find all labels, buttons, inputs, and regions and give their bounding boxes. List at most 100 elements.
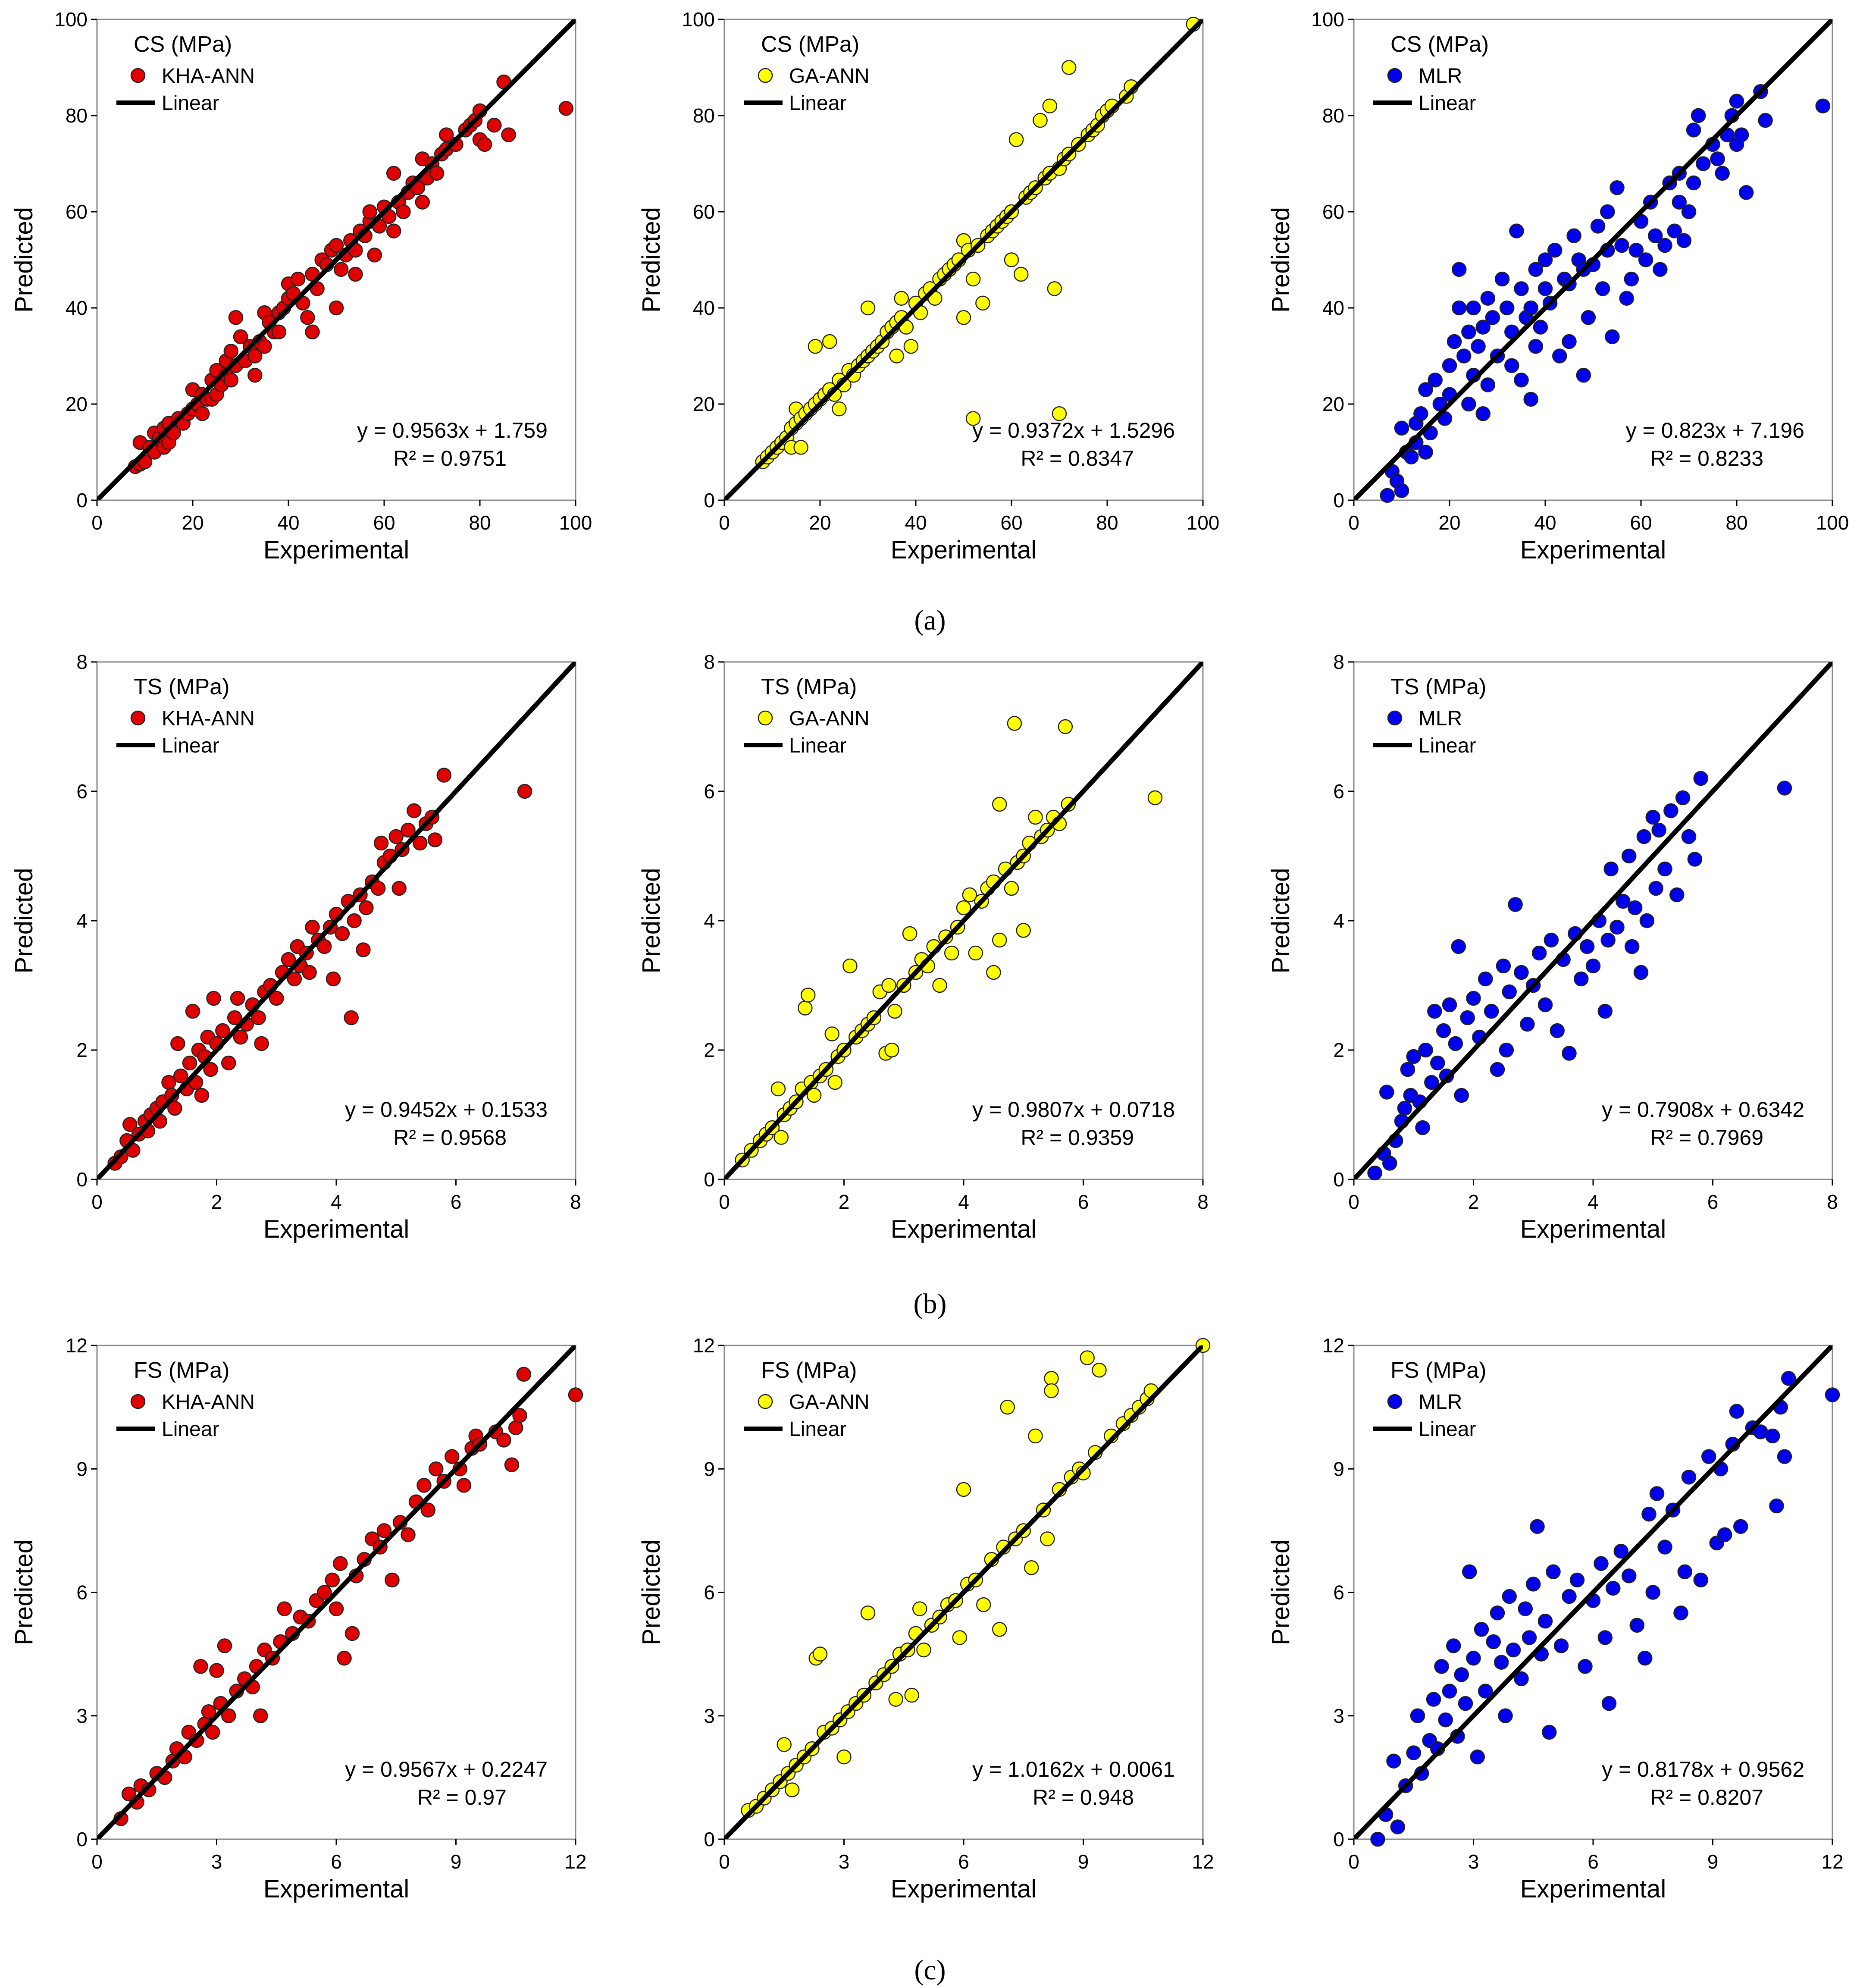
panel-3-3-point [1518,1601,1533,1616]
panel-3-2-point [956,1482,971,1497]
panel-1-1-point [305,324,320,339]
panel-1-3-point [1600,204,1615,219]
panel-3-2-point [860,1605,876,1621]
panel-1-3-point [1451,262,1467,277]
panel-2-3-point [1478,971,1493,987]
panel-2-1-xtick-label: 8 [570,1191,581,1213]
panel-3-2: 0 3 6 9 12 0 3 6 9 12 Experimental Predicted FS (MPa… [637,1334,1214,1903]
panel-2-1-point [230,991,245,1006]
panel-3-1-legend-series: KHA-ANN [162,1391,255,1414]
panel-3-2-point [812,1646,828,1662]
panel-3-1-ylabel: Predicted [10,1540,38,1645]
panel-1-3-point [1528,262,1544,277]
panel-2-2-legend-series: GA-ANN [789,707,870,730]
panel-3-2-point [1028,1428,1043,1444]
panel-3-3-legend-title: FS (MPa) [1390,1358,1486,1383]
panel-3-2-legend-linear: Linear [789,1418,846,1441]
panel-1-1-legend-title: CS (MPa) [134,32,232,57]
panel-2-2-legend-title: TS (MPa) [761,674,857,699]
panel-1-3-point [1418,445,1433,460]
panel-1-1-point [333,262,349,277]
panel-2-1-point [347,913,362,928]
panel-1-3-point [1523,300,1538,316]
panel-3-1-ytick-label: 3 [76,1705,88,1727]
panel-2-1-legend-series: KHA-ANN [162,707,255,730]
panel-2-2-point [1016,923,1031,938]
panel-3-1-point [420,1502,435,1518]
panel-3-1-point [325,1572,340,1588]
panel-2-2-point [962,887,977,903]
panel-3-3-point [1442,1684,1457,1699]
panel-1-2-point [1061,60,1077,75]
panel-1-1-xtick-label: 100 [559,511,592,534]
panel-1-1-ytick-label: 100 [54,8,88,31]
panel-3-3-equation: y = 0.8178x + 0.9562 [1602,1757,1804,1781]
panel-2-3-point [1663,803,1678,818]
panel-1-2: 0 20 40 60 80 100 0 20 40 60 80 100 Experimental Pred… [637,8,1219,564]
panel-3-1-point [516,1367,531,1382]
panel-2-3-point [1460,1010,1475,1025]
panel-1-3-linear-line [1354,19,1832,500]
panel-1-2-point [1004,252,1019,267]
panel-2-2-xtick-label: 2 [839,1191,850,1213]
panel-2-2-point [884,1042,899,1058]
panel-2-1-point [359,900,374,916]
panel-3-3-point [1498,1708,1513,1723]
panel-3-2-ytick-label: 3 [704,1705,715,1727]
panel-2-2-legend-linear: Linear [789,734,846,757]
panel-1-3-point [1394,483,1409,498]
panel-2-1-linear-line [97,662,576,1179]
panel-2-3-point [1520,1016,1535,1032]
panel-2-2-point [992,796,1007,812]
panel-1-2-legend-marker [758,68,773,83]
panel-3-3-point [1546,1564,1561,1580]
panel-2-2-xtick-label: 8 [1197,1191,1209,1213]
panel-1-3-point [1576,367,1591,383]
panel-1-3-point [1514,373,1529,388]
panel-2-1-point [206,991,221,1006]
panel-2-1-point [221,1055,236,1071]
panel-1-1-equation: y = 0.9563x + 1.759 [357,418,548,442]
panel-1-3-r2: R² = 0.8233 [1650,446,1763,470]
panel-1-2-point [1052,406,1067,421]
panel-3-2-point [992,1622,1007,1637]
panel-3-3-point [1386,1753,1401,1769]
panel-3-2-ytick-label: 9 [704,1458,715,1480]
panel-3-3-linear-line [1354,1345,1832,1839]
panel-2-3-xtick-label: 0 [1348,1191,1359,1213]
panel-2-3-point [1562,1046,1577,1061]
panel-1-2-point [1042,98,1058,113]
panel-2-1-ytick-label: 2 [76,1039,88,1061]
panel-2-1-point [203,1062,218,1077]
panel-3-2-point [1092,1363,1107,1378]
panel-3-1-point [201,1704,216,1719]
panel-1-1-point [362,204,377,219]
panel-3-3-point [1649,1486,1665,1501]
panel-1-3-frame [1353,19,1833,501]
panel-1-3-point [1815,98,1831,113]
panel-2-3-point [1424,1075,1439,1090]
panel-3-3-point [1470,1749,1485,1765]
panel-1-1-point [477,137,492,152]
panel-2-1-point [305,919,320,935]
panel-1-3-point [1403,449,1419,464]
panel-3-3-point [1537,1614,1553,1629]
panel-1-3-point [1619,291,1634,306]
panel-3-1-point [317,1585,332,1600]
panel-3-1-point [344,1626,360,1641]
panel-3-3-point [1638,1650,1653,1666]
panel-2-1-point [227,1010,242,1025]
panel-1-2-legend-series: GA-ANN [789,65,870,88]
panel-3-3-ytick-label: 3 [1333,1705,1344,1727]
panel-1-3-point [1494,271,1510,287]
panel-3-3-ytick-label: 0 [1333,1828,1344,1850]
panel-1-1-point [300,310,315,325]
panel-1-2-xtick-label: 80 [1096,511,1118,534]
panel-2-3-legend-series: MLR [1418,707,1462,730]
panel-1-3-point [1729,94,1744,109]
panel-3-1-ytick-label: 0 [76,1828,88,1850]
panel-1-1-xtick-label: 0 [91,511,103,534]
panel-2-3-point [1496,958,1511,974]
panel-3-3-point [1765,1428,1780,1444]
panel-1-1-ylabel: Predicted [10,207,38,313]
